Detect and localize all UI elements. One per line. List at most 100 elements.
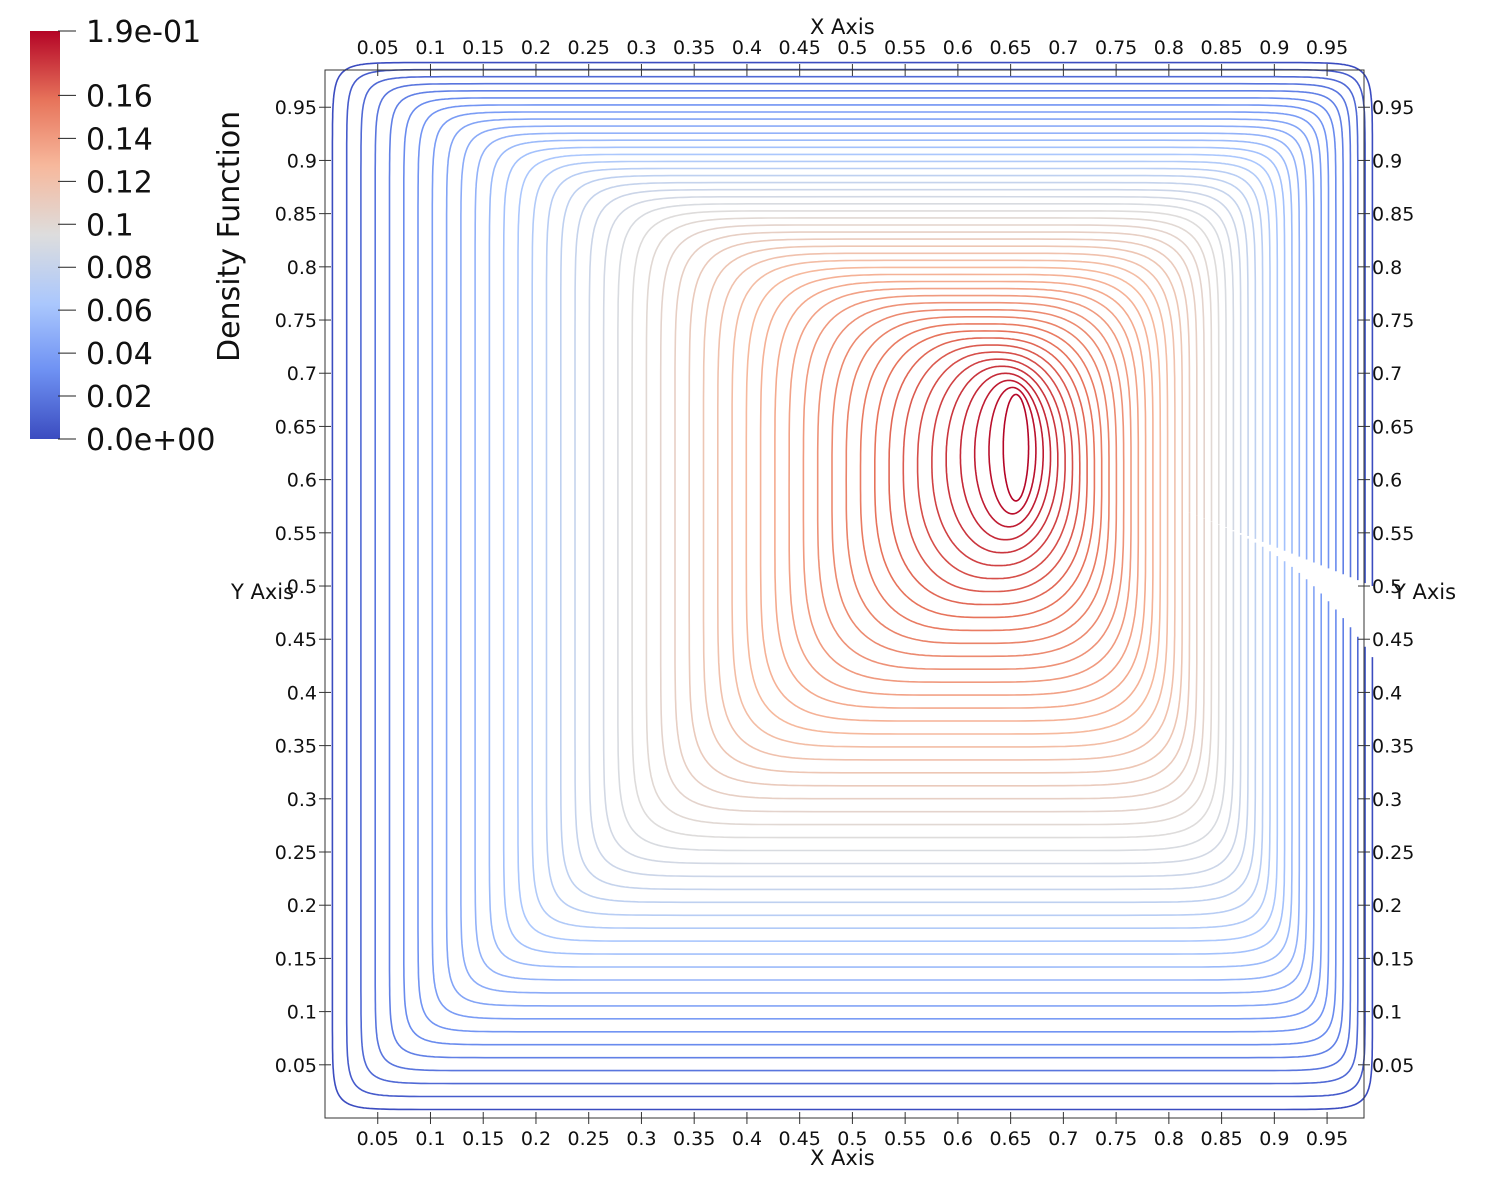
y-tick-label-right: 0.9 [1372,150,1402,172]
y-tick-label-right: 0.95 [1372,97,1414,119]
contour-line [417,104,1330,1033]
y-tick-label-right: 0.3 [1372,789,1402,811]
colorbar-tick-label: 0.1 [86,208,134,243]
y-tick-label-left: 0.4 [287,682,317,704]
x-tick-label-top: 0.25 [568,37,610,59]
contour-line [916,351,1074,580]
contour-lines [331,61,1374,1111]
y-tick-label-left: 0.8 [287,257,317,279]
y-tick-label-right: 0.5 [1372,576,1402,598]
x-tick-label-top: 0.9 [1259,37,1289,59]
x-axis-title-top: X Axis [810,15,875,39]
y-tick-label-left: 0.2 [287,895,317,917]
y-axis-title-right: Y Axis [1393,580,1457,604]
colorbar-tick-label: 0.14 [86,122,153,157]
contour-line [873,330,1096,619]
x-tick-label-top: 0.7 [1048,37,1078,59]
contour-line [617,203,1227,852]
x-tick-label-top: 0.4 [732,37,762,59]
x-tick-label-bottom: 0.6 [943,1128,973,1150]
y-tick-label-left: 0.75 [275,310,317,332]
x-tick-label-bottom: 0.05 [357,1128,399,1150]
x-tick-label-top: 0.55 [884,37,926,59]
colorbar-title: Density Function [212,110,247,362]
x-tick-label-bottom: 0.5 [837,1128,867,1150]
x-axis-title-bottom: X Axis [810,1146,875,1170]
y-tick-label-right: 0.7 [1372,363,1402,385]
x-tick-label-top: 0.45 [779,37,821,59]
y-tick-label-left: 0.55 [275,523,317,545]
y-tick-label-right: 0.85 [1372,204,1414,226]
contour-line [602,195,1235,865]
contour-line [1002,393,1030,502]
contour-line [816,301,1125,671]
x-tick-label-bottom: 0.15 [462,1128,504,1150]
contour-line [945,365,1059,554]
x-tick-label-bottom: 0.35 [673,1128,715,1150]
contour-line [959,372,1052,541]
x-tick-label-bottom: 0.8 [1154,1128,1184,1150]
contour-line [716,252,1176,761]
contour-line [688,238,1191,787]
contour-line [788,287,1140,696]
y-tick-label-left: 0.25 [275,842,317,864]
x-tick-label-top: 0.5 [837,37,867,59]
x-tick-label-bottom: 0.7 [1048,1128,1078,1150]
contour-line [931,358,1066,567]
contour-line [388,90,1344,1059]
axes-ticks: 0.05 0.05 0.1 0.1 0.15 0.15 0.2 0.2 0.25 0.25 0.3 0… [275,37,1415,1150]
contour-line [759,273,1154,722]
x-tick-label-bottom: 0.25 [568,1128,610,1150]
contour-line [488,139,1293,968]
colorbar-tick-label: 0.0e+00 [86,423,215,458]
x-tick-label-top: 0.85 [1200,37,1242,59]
contour-line [831,308,1118,658]
x-tick-label-top: 0.75 [1095,37,1137,59]
y-tick-label-left: 0.9 [287,150,317,172]
y-tick-label-right: 0.05 [1372,1055,1414,1077]
y-tick-label-left: 0.3 [287,789,317,811]
contour-line [888,337,1088,606]
contour-line [459,125,1308,994]
y-tick-label-right: 0.55 [1372,523,1414,545]
colorbar-tick-label: 0.08 [86,251,153,286]
y-tick-label-right: 0.35 [1372,736,1414,758]
y-tick-label-right: 0.6 [1372,470,1402,492]
x-tick-label-top: 0.05 [357,37,399,59]
contour-line [374,82,1352,1072]
contour-line [588,188,1242,878]
x-tick-label-top: 0.6 [943,37,973,59]
contour-line [774,280,1147,709]
contour-line [988,386,1037,515]
contour-line [902,344,1081,593]
contour-line [445,118,1315,1007]
y-tick-label-right: 0.75 [1372,310,1414,332]
x-tick-label-bottom: 0.3 [626,1128,656,1150]
y-tick-label-left: 0.1 [287,1002,317,1024]
contour-line [631,210,1220,839]
x-tick-label-bottom: 0.85 [1200,1128,1242,1150]
contour-line [802,294,1132,684]
x-tick-label-top: 0.2 [521,37,551,59]
y-tick-label-left: 0.45 [275,629,317,651]
x-tick-label-bottom: 0.45 [779,1128,821,1150]
contour-line [431,111,1322,1020]
colorbar-tick-label: 0.04 [86,337,153,372]
y-tick-label-left: 0.35 [275,736,317,758]
contour-line [474,132,1301,981]
y-tick-label-right: 0.1 [1372,1002,1402,1024]
x-tick-label-top: 0.95 [1306,37,1348,59]
contour-line [859,323,1103,632]
contour-line [402,97,1337,1046]
y-tick-label-right: 0.25 [1372,842,1414,864]
x-tick-label-top: 0.1 [415,37,445,59]
x-tick-label-bottom: 0.55 [884,1128,926,1150]
x-tick-label-bottom: 0.95 [1306,1128,1348,1150]
contour-line [360,75,1359,1085]
y-tick-label-right: 0.65 [1372,416,1414,438]
colorbar-ticks: 1.9e-01 0.16 0.14 0.12 0.1 0.08 0.06 0.04 0.02 0.… [58,15,215,458]
contour-line [702,245,1183,774]
y-tick-label-right: 0.2 [1372,895,1402,917]
